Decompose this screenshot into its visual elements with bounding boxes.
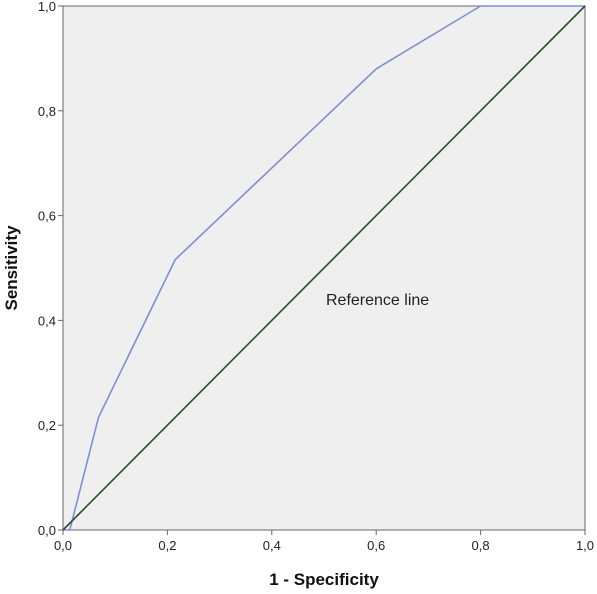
x-tick-label: 0,0 (54, 538, 72, 553)
y-tick-label: 0,4 (38, 313, 56, 328)
y-tick-label: 0,2 (38, 418, 56, 433)
y-tick-label: 0,6 (38, 209, 56, 224)
y-axis-title: Sensitivity (2, 225, 21, 311)
x-tick-label: 1,0 (576, 538, 594, 553)
y-tick-label: 0,8 (38, 104, 56, 119)
x-tick-label: 0,2 (158, 538, 176, 553)
x-axis-title: 1 - Specificity (269, 570, 379, 589)
roc-curve (63, 5, 585, 531)
reference-line-annotation: Reference line (326, 292, 429, 309)
x-tick-label: 0,4 (263, 538, 281, 553)
reference-line (62, 5, 586, 531)
x-tick-label: 0,6 (367, 538, 385, 553)
series (62, 5, 586, 531)
ticks: 0,0 0,2 0,4 0,6 0,8 1,0 0,0 0,2 0,4 0,6 0,8 1,0 (38, 0, 594, 553)
y-tick-label: 0,0 (38, 523, 56, 538)
x-tick-label: 0,8 (472, 538, 490, 553)
y-tick-label: 1,0 (38, 0, 56, 14)
